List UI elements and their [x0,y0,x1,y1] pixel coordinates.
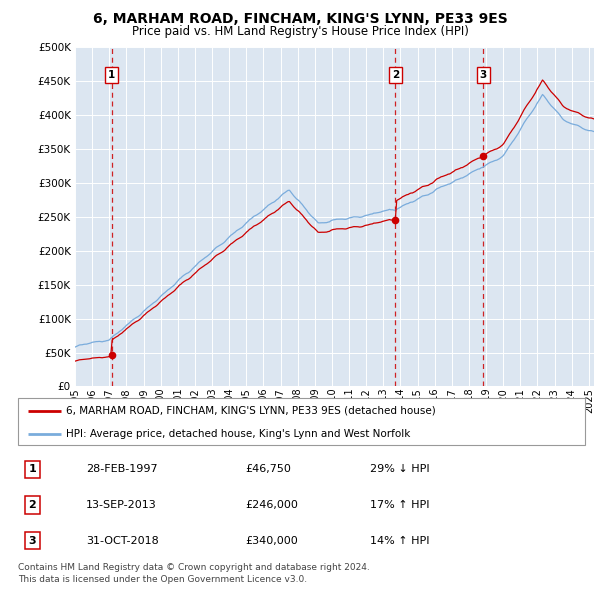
Text: 29% ↓ HPI: 29% ↓ HPI [370,464,429,474]
Text: Contains HM Land Registry data © Crown copyright and database right 2024.: Contains HM Land Registry data © Crown c… [18,563,370,572]
Text: £246,000: £246,000 [245,500,298,510]
Text: This data is licensed under the Open Government Licence v3.0.: This data is licensed under the Open Gov… [18,575,307,584]
Text: 31-OCT-2018: 31-OCT-2018 [86,536,159,546]
Text: Price paid vs. HM Land Registry's House Price Index (HPI): Price paid vs. HM Land Registry's House … [131,25,469,38]
Text: 14% ↑ HPI: 14% ↑ HPI [370,536,429,546]
Text: HPI: Average price, detached house, King's Lynn and West Norfolk: HPI: Average price, detached house, King… [66,429,410,438]
Text: 1: 1 [108,70,115,80]
Text: 2: 2 [28,500,36,510]
Text: 6, MARHAM ROAD, FINCHAM, KING'S LYNN, PE33 9ES (detached house): 6, MARHAM ROAD, FINCHAM, KING'S LYNN, PE… [66,406,436,416]
FancyBboxPatch shape [18,398,585,445]
Text: 2: 2 [392,70,399,80]
Text: £46,750: £46,750 [245,464,290,474]
Text: 1: 1 [28,464,36,474]
Text: 28-FEB-1997: 28-FEB-1997 [86,464,158,474]
Text: 3: 3 [28,536,36,546]
Text: 3: 3 [479,70,487,80]
Text: 13-SEP-2013: 13-SEP-2013 [86,500,157,510]
Text: 6, MARHAM ROAD, FINCHAM, KING'S LYNN, PE33 9ES: 6, MARHAM ROAD, FINCHAM, KING'S LYNN, PE… [92,12,508,26]
Text: 17% ↑ HPI: 17% ↑ HPI [370,500,429,510]
Text: £340,000: £340,000 [245,536,298,546]
